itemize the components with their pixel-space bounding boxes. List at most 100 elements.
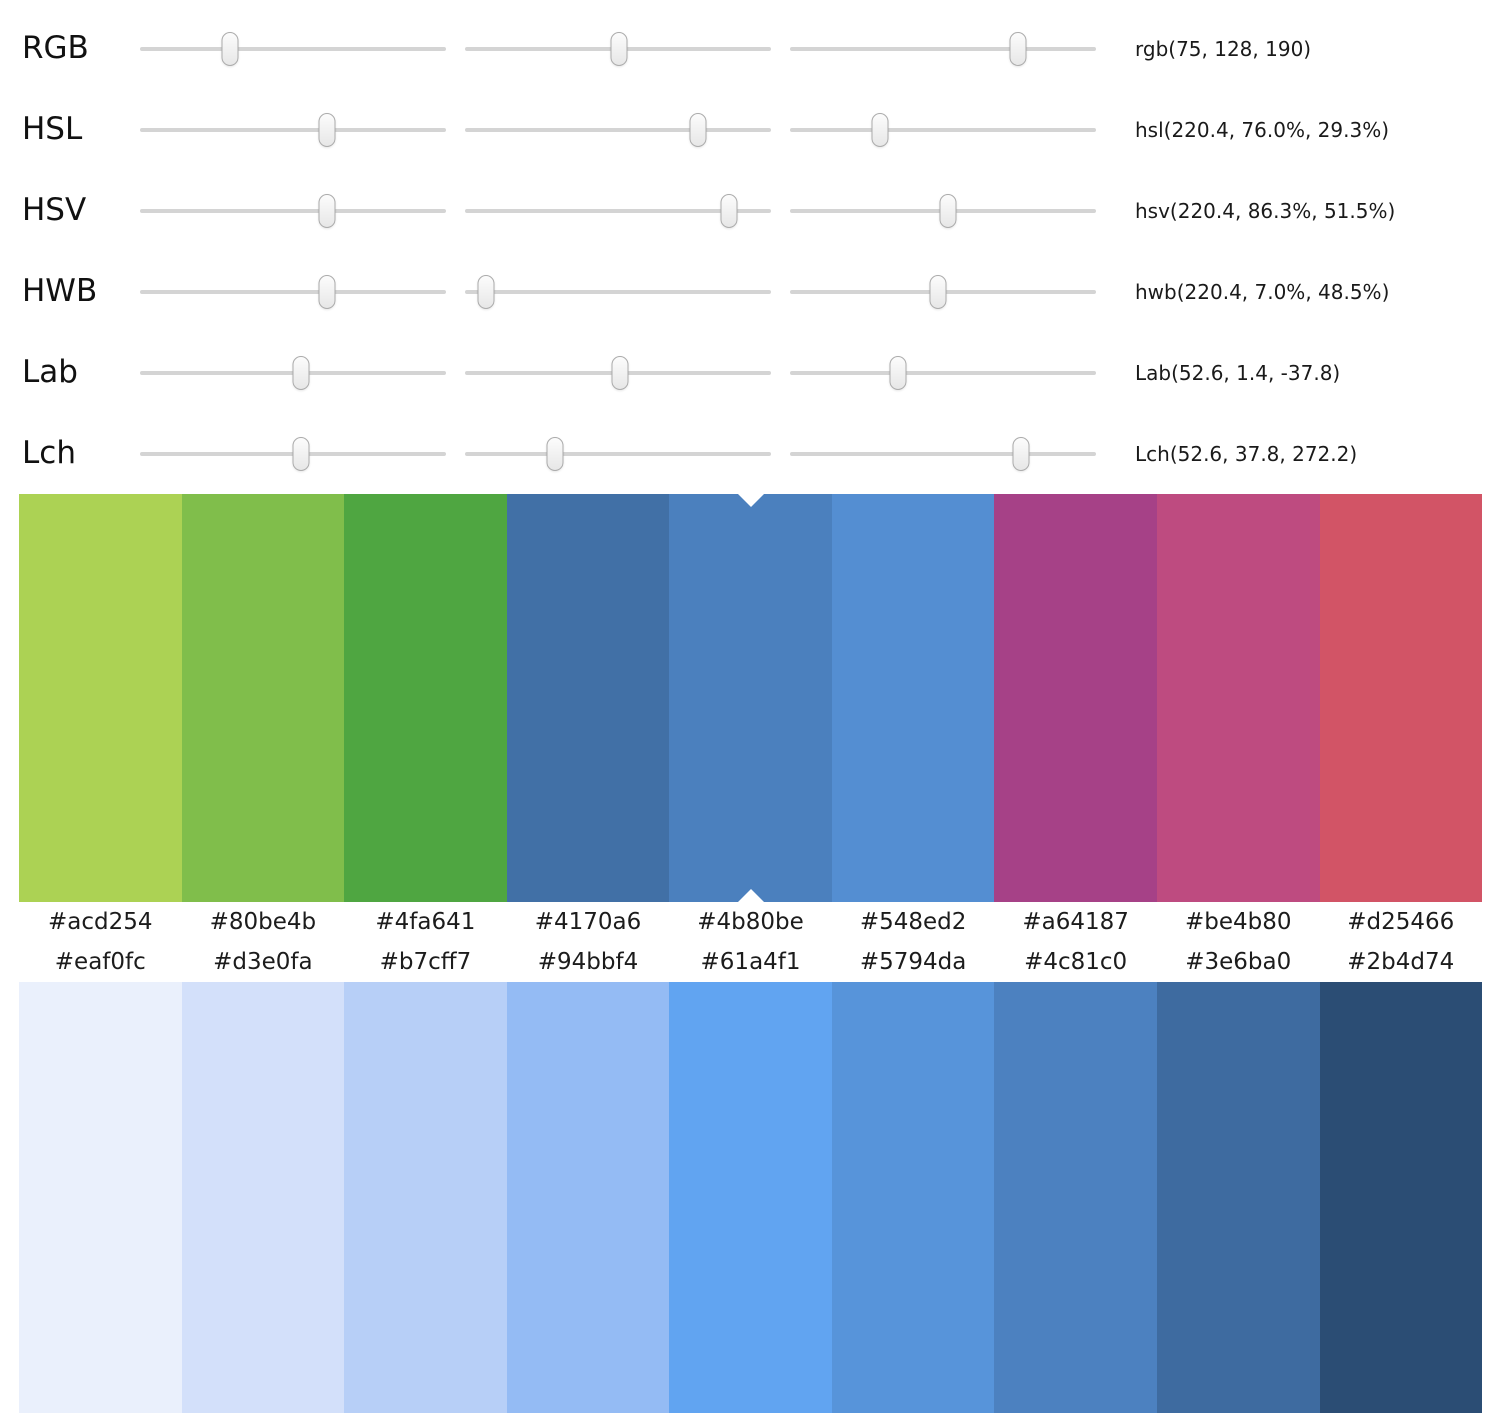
top-palette-swatch[interactable] xyxy=(506,494,670,902)
slider-thumb[interactable] xyxy=(929,274,947,309)
hwb-b-slider[interactable] xyxy=(790,272,1096,312)
swatch-hex-label: #3e6ba0 xyxy=(1185,949,1292,975)
bottom-palette-swatch[interactable] xyxy=(994,982,1157,1413)
slider-row-rgb: RGB rgb(75, 128, 190) xyxy=(0,8,1501,89)
slider-thumb[interactable] xyxy=(292,436,310,471)
slider-track[interactable] xyxy=(465,451,771,456)
hsv-v-slider[interactable] xyxy=(790,191,1096,231)
slider-track[interactable] xyxy=(140,127,446,132)
colorspace-label-lch: Lch xyxy=(22,435,76,471)
hsv-value-text: hsv(220.4, 86.3%, 51.5%) xyxy=(1135,198,1396,223)
hue-palette-hex-labels: #acd254 #80be4b #4fa641 #4170a6 #4b80be … xyxy=(19,902,1482,942)
slider-thumb[interactable] xyxy=(318,274,336,309)
slider-thumb[interactable] xyxy=(221,31,239,66)
slider-track[interactable] xyxy=(140,289,446,294)
colorspace-label-hsl: HSL xyxy=(22,111,83,147)
slider-thumb[interactable] xyxy=(477,274,495,309)
slider-track[interactable] xyxy=(790,127,1096,132)
swatch-hex-label: #b7cff7 xyxy=(379,949,472,975)
slider-thumb[interactable] xyxy=(318,193,336,228)
selected-marker-bottom xyxy=(737,889,764,902)
shade-palette-strip xyxy=(19,982,1483,1413)
hsl-s-slider[interactable] xyxy=(465,110,771,150)
lab-value-text: Lab(52.6, 1.4, -37.8) xyxy=(1135,360,1341,385)
slider-thumb[interactable] xyxy=(1009,31,1027,66)
top-palette-swatch[interactable] xyxy=(831,494,995,902)
swatch-hex-label: #2b4d74 xyxy=(1347,949,1455,975)
top-palette-swatch[interactable] xyxy=(994,494,1157,902)
swatch-hex-label: #80be4b xyxy=(209,909,317,935)
swatch-hex-label: #eaf0fc xyxy=(54,949,146,975)
slider-thumb[interactable] xyxy=(610,31,628,66)
top-palette-swatch[interactable] xyxy=(344,494,507,902)
hsl-l-slider[interactable] xyxy=(790,110,1096,150)
hwb-h-slider[interactable] xyxy=(140,272,446,312)
lab-b-slider[interactable] xyxy=(790,353,1096,393)
slider-track[interactable] xyxy=(790,46,1096,51)
bottom-palette-swatch[interactable] xyxy=(19,982,182,1413)
slider-track[interactable] xyxy=(140,46,446,51)
top-palette-swatch[interactable] xyxy=(19,494,182,902)
lch-l-slider[interactable] xyxy=(140,434,446,474)
slider-row-hsv: HSV hsv(220.4, 86.3%, 51.5%) xyxy=(0,170,1501,251)
slider-thumb[interactable] xyxy=(871,112,889,147)
bottom-palette-swatch[interactable] xyxy=(1156,982,1320,1413)
hue-palette xyxy=(19,494,1483,902)
hsv-s-slider[interactable] xyxy=(465,191,771,231)
bottom-palette-swatch[interactable] xyxy=(506,982,670,1413)
swatch-hex-label: #a64187 xyxy=(1022,909,1129,935)
slider-track[interactable] xyxy=(140,208,446,213)
rgb-g-slider[interactable] xyxy=(465,29,771,69)
top-palette-swatch[interactable] xyxy=(1319,494,1483,902)
slider-thumb[interactable] xyxy=(318,112,336,147)
lab-a-slider[interactable] xyxy=(465,353,771,393)
bottom-palette-swatch[interactable] xyxy=(181,982,345,1413)
rgb-r-slider[interactable] xyxy=(140,29,446,69)
hsv-h-slider[interactable] xyxy=(140,191,446,231)
swatch-hex-label: #d3e0fa xyxy=(213,949,313,975)
colorspace-label-lab: Lab xyxy=(22,354,78,390)
bottom-palette-swatch[interactable] xyxy=(669,982,832,1413)
shade-palette xyxy=(19,982,1483,1413)
slider-track[interactable] xyxy=(790,451,1096,456)
swatch-hex-label: #548ed2 xyxy=(859,909,967,935)
slider-track[interactable] xyxy=(465,208,771,213)
slider-thumb[interactable] xyxy=(689,112,707,147)
top-palette-swatch-selected[interactable] xyxy=(669,494,832,902)
lab-l-slider[interactable] xyxy=(140,353,446,393)
swatch-hex-label: #5794da xyxy=(859,949,967,975)
selected-marker-top xyxy=(737,494,764,507)
slider-track[interactable] xyxy=(790,370,1096,375)
top-palette-swatch[interactable] xyxy=(1156,494,1320,902)
colorspace-label-hwb: HWB xyxy=(22,273,98,309)
slider-track[interactable] xyxy=(465,289,771,294)
slider-thumb[interactable] xyxy=(889,355,907,390)
bottom-palette-swatch[interactable] xyxy=(1319,982,1483,1413)
lch-h-slider[interactable] xyxy=(790,434,1096,474)
hwb-w-slider[interactable] xyxy=(465,272,771,312)
slider-thumb[interactable] xyxy=(292,355,310,390)
lch-c-slider[interactable] xyxy=(465,434,771,474)
hwb-value-text: hwb(220.4, 7.0%, 48.5%) xyxy=(1135,279,1390,304)
top-palette-swatch[interactable] xyxy=(181,494,345,902)
bottom-palette-swatch[interactable] xyxy=(344,982,507,1413)
swatch-hex-label: #d25466 xyxy=(1347,909,1455,935)
slider-thumb[interactable] xyxy=(611,355,629,390)
swatch-hex-label: #acd254 xyxy=(48,909,153,935)
bottom-palette-swatch[interactable] xyxy=(831,982,995,1413)
slider-row-hsl: HSL hsl(220.4, 76.0%, 29.3%) xyxy=(0,89,1501,170)
slider-row-hwb: HWB hwb(220.4, 7.0%, 48.5%) xyxy=(0,251,1501,332)
slider-thumb[interactable] xyxy=(939,193,957,228)
hue-palette-strip xyxy=(19,494,1483,902)
slider-thumb[interactable] xyxy=(1012,436,1030,471)
slider-thumb[interactable] xyxy=(720,193,738,228)
colorspace-label-rgb: RGB xyxy=(22,30,89,66)
swatch-hex-label: #4c81c0 xyxy=(1024,949,1128,975)
swatch-hex-label: #61a4f1 xyxy=(700,949,801,975)
hsl-h-slider[interactable] xyxy=(140,110,446,150)
slider-track[interactable] xyxy=(465,127,771,132)
rgb-b-slider[interactable] xyxy=(790,29,1096,69)
hsl-value-text: hsl(220.4, 76.0%, 29.3%) xyxy=(1135,117,1390,142)
slider-thumb[interactable] xyxy=(546,436,564,471)
